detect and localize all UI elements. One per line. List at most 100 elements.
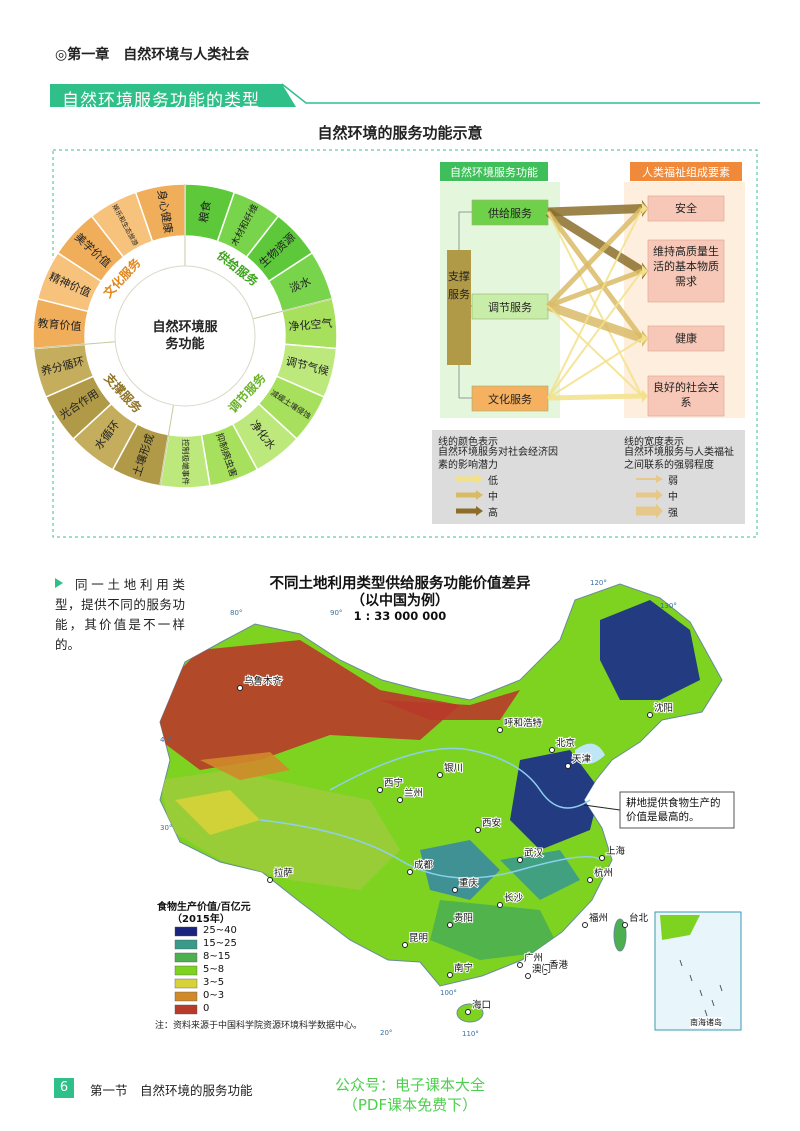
flow-link: [545, 208, 645, 275]
legend-width-head: [656, 475, 663, 483]
city-label: 台北: [629, 912, 649, 924]
legend-width-level: 弱: [668, 476, 678, 487]
legend-swatch: [174, 991, 198, 1002]
flow-right-header-box: [630, 162, 742, 181]
graticule-label: 100°: [440, 989, 457, 997]
city-dot: [397, 797, 403, 803]
flow-arrowhead: [642, 203, 648, 214]
side-note: 同一土地利用类型，提供不同的服务功能，其价值是不一样的。: [55, 577, 185, 652]
section-banner: [50, 84, 296, 107]
wheel-center: 自然环境服务功能: [152, 320, 218, 352]
service-label: 供给服务: [488, 207, 532, 220]
flow-link: [547, 270, 643, 399]
legend-class: 0~3: [203, 990, 225, 1001]
legend-color-head: [476, 474, 483, 484]
city-label: 上海: [606, 845, 626, 857]
graticule-label: 80°: [230, 609, 242, 617]
callout-leader: [583, 804, 621, 811]
city-dot: [452, 887, 458, 893]
city-label: 西安: [482, 817, 501, 829]
city-dot: [517, 857, 523, 863]
legend-color-title: 线的颜色表示: [438, 437, 498, 448]
city-label: 沈阳: [654, 702, 673, 714]
city-dot: [402, 942, 408, 948]
wheel-item: 粮食: [196, 200, 213, 224]
legend-width-desc: 自然环境服务与人类福祉之间联系的强弱程度: [624, 447, 734, 471]
inset-dash: [689, 974, 693, 982]
wellbeing-box: [647, 325, 725, 352]
city-label: 长沙: [504, 892, 524, 904]
city-dot: [622, 922, 628, 928]
legend-class: 25~40: [203, 925, 237, 936]
wheel-core: [114, 265, 256, 407]
map-subtitle: （以中国为例）: [351, 593, 449, 609]
legend-width-level: 中: [668, 492, 678, 503]
city-label: 贵阳: [454, 912, 473, 924]
inset-land: [660, 915, 700, 940]
flow-link: [547, 208, 643, 399]
watermark: （PDF课本免费下）: [342, 1096, 478, 1114]
wheel-divider: [252, 298, 333, 320]
city-dot: [437, 772, 443, 778]
map-scale: 1 : 33 000 000: [353, 609, 447, 623]
legend-class: 3~5: [203, 977, 225, 988]
city-label: 兰州: [404, 787, 423, 799]
page-number: 6: [59, 1080, 69, 1095]
wellbeing-label: 安全: [675, 202, 697, 215]
legend-width-head: [656, 489, 663, 501]
service-label: 调节服务: [488, 301, 532, 314]
city-label: 北京: [556, 737, 575, 749]
chapter-header: ◎第一章 自然环境与人类社会: [55, 47, 250, 63]
value-zones: [160, 600, 700, 960]
city-label: 武汉: [524, 847, 544, 859]
inset-dash: [679, 959, 683, 967]
wheel-item: 控制极端事件: [181, 439, 191, 485]
wheel-item: 教育价值: [37, 316, 82, 334]
flow-link: [546, 206, 644, 308]
value-zone: [510, 750, 600, 850]
flow-link: [547, 204, 643, 217]
value-zone: [380, 690, 520, 720]
legend-swatch: [174, 965, 198, 976]
legend-color-level: 中: [488, 492, 498, 503]
city-dot: [517, 962, 523, 968]
section-rule: [281, 83, 760, 104]
inset-dash: [704, 1009, 708, 1017]
footer-section: 第一节 自然环境的服务功能: [90, 1083, 253, 1098]
flow-link: [546, 301, 644, 343]
city-dot: [542, 969, 548, 975]
city-label: 西宁: [384, 777, 403, 789]
wellbeing-box: [647, 195, 725, 222]
city-label: 成都: [414, 859, 434, 871]
city-label: 重庆: [459, 877, 479, 889]
city-dot: [582, 922, 588, 928]
flow-diagram: [432, 162, 745, 524]
legend-swatch: [174, 952, 198, 963]
flow-link: [547, 305, 643, 397]
wellbeing-label: 维持高质量生活的基本物质需求: [653, 245, 719, 288]
legend-class: 8~15: [203, 951, 231, 962]
city-dot: [447, 972, 453, 978]
legend-swatch: [174, 926, 198, 937]
legend-class: 5~8: [203, 964, 225, 975]
flow-arrowhead: [642, 389, 648, 403]
wellbeing-label: 健康: [675, 332, 697, 345]
city-dot: [587, 877, 593, 883]
city-label: 昆明: [409, 933, 428, 944]
legend-width-level: 强: [668, 508, 678, 519]
legend-swatch: [174, 1004, 198, 1015]
flow-arrowhead: [642, 333, 648, 344]
city-dot: [447, 922, 453, 928]
section-title: 自然环境服务功能的类型: [62, 91, 260, 111]
city-label: 福州: [589, 912, 608, 924]
callout-box: [619, 791, 735, 829]
city-label: 香港: [549, 959, 569, 971]
service-label: 文化服务: [488, 393, 532, 406]
value-zone: [600, 600, 700, 700]
inset-dash: [711, 999, 715, 1007]
city-dot: [475, 827, 481, 833]
map-note: 注：资料来源于中国科学院资源环境科学数据中心。: [155, 1021, 363, 1031]
